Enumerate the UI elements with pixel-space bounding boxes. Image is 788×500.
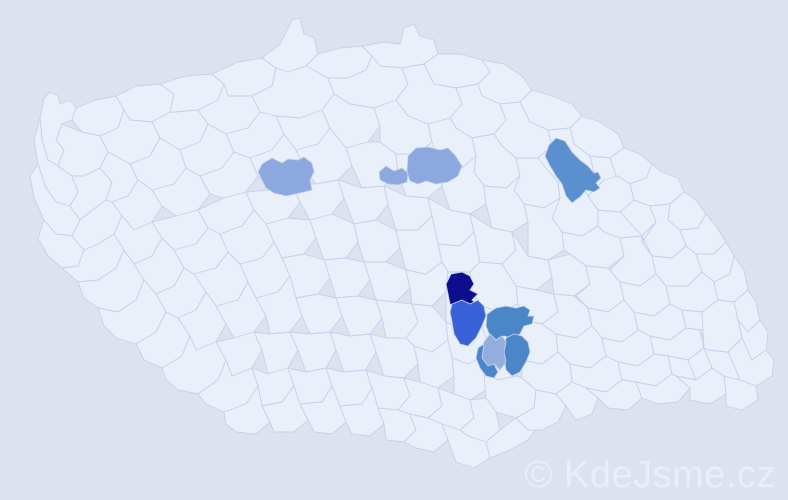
district-highlight-lower-lobe[interactable] (476, 344, 498, 378)
district[interactable] (330, 332, 376, 372)
district[interactable] (620, 212, 656, 256)
district-layer-highlighted (258, 138, 601, 378)
district[interactable] (296, 294, 342, 334)
district[interactable] (324, 258, 370, 298)
watermark-kdejsme: © KdeJsme.cz (524, 454, 776, 496)
district[interactable] (310, 214, 358, 260)
district-highlight-rakovnik[interactable] (258, 157, 314, 196)
district[interactable] (254, 332, 298, 374)
district[interactable] (336, 296, 382, 336)
district[interactable] (556, 382, 598, 420)
district-highlight-kolin[interactable] (379, 166, 408, 185)
district[interactable] (338, 180, 388, 224)
district[interactable] (702, 300, 742, 352)
district[interactable] (404, 414, 448, 452)
district-highlight-nachod[interactable] (545, 138, 601, 203)
district[interactable] (354, 220, 400, 262)
district-highlight-jihlava[interactable] (450, 300, 486, 346)
district[interactable] (688, 348, 712, 380)
district[interactable] (548, 254, 590, 296)
district[interactable] (364, 262, 410, 302)
district-layer-base (30, 18, 774, 468)
district[interactable] (724, 376, 758, 410)
district[interactable] (290, 332, 336, 372)
district[interactable] (588, 176, 634, 212)
district-highlight-nymburk[interactable] (407, 147, 462, 184)
